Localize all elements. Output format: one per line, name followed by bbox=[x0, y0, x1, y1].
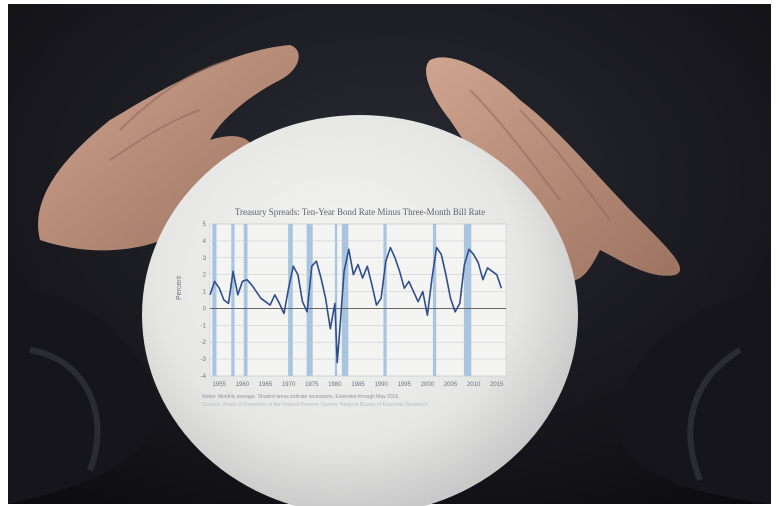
y-tick-label: 4 bbox=[203, 239, 207, 245]
recession-band bbox=[334, 224, 338, 376]
chart-ylabel: Percent bbox=[176, 275, 183, 300]
chart-source-note: Sources: Board of Governors of the Feder… bbox=[202, 402, 429, 408]
treasury-spread-chart: -4 -3 -2 -1 0 1 2 3 4 5 1955 1960 1965 1970 1975 1980 19… bbox=[201, 222, 507, 388]
cloth-fold-highlight bbox=[29, 347, 101, 472]
right-hand bbox=[426, 57, 681, 281]
recession-band bbox=[383, 224, 387, 376]
x-tick-label: 1970 bbox=[282, 382, 296, 388]
y-tick-label: 1 bbox=[203, 290, 207, 296]
x-tick-label: 2015 bbox=[490, 382, 504, 388]
x-tick-label: 2005 bbox=[444, 382, 458, 388]
cloth-fold-highlight-2 bbox=[687, 347, 742, 482]
recession-band bbox=[432, 224, 437, 376]
y-tick-label: 5 bbox=[203, 222, 207, 228]
y-tick-label: -1 bbox=[201, 323, 207, 329]
recession-band bbox=[306, 224, 313, 376]
x-tick-label: 1965 bbox=[259, 382, 273, 388]
y-tick-label: 2 bbox=[203, 273, 207, 279]
recession-band bbox=[231, 224, 235, 376]
x-tick-label: 2000 bbox=[421, 382, 435, 388]
left-hand bbox=[38, 45, 299, 251]
y-tick-label: 3 bbox=[203, 256, 207, 262]
cloth-folds-right bbox=[616, 290, 771, 504]
x-tick-label: 1985 bbox=[351, 382, 365, 388]
spread-series-line bbox=[209, 246, 503, 364]
recession-band bbox=[341, 224, 349, 376]
chart-note: Notes: Monthly average. Shaded areas ind… bbox=[202, 394, 400, 400]
cloth-folds bbox=[8, 294, 158, 504]
x-tick-label: 1980 bbox=[328, 382, 342, 388]
x-tick-label: 1990 bbox=[374, 382, 388, 388]
recession-band bbox=[212, 224, 217, 376]
y-tick-label: 0 bbox=[203, 306, 207, 312]
chart-title: Treasury Spreads: Ten-Year Bond Rate Min… bbox=[234, 207, 486, 217]
y-tick-label: -4 bbox=[201, 374, 207, 380]
y-tick-label: -2 bbox=[201, 340, 207, 346]
recession-band bbox=[243, 224, 248, 376]
x-tick-label: 2010 bbox=[467, 382, 481, 388]
x-tick-label: 1995 bbox=[398, 382, 412, 388]
x-tick-label: 1960 bbox=[236, 382, 250, 388]
x-tick-label: 1975 bbox=[305, 382, 319, 388]
x-tick-label: 1955 bbox=[213, 382, 227, 388]
recession-band bbox=[288, 224, 293, 376]
y-tick-label: -3 bbox=[201, 357, 207, 363]
recession-band bbox=[463, 224, 472, 376]
plot-area bbox=[209, 223, 507, 377]
